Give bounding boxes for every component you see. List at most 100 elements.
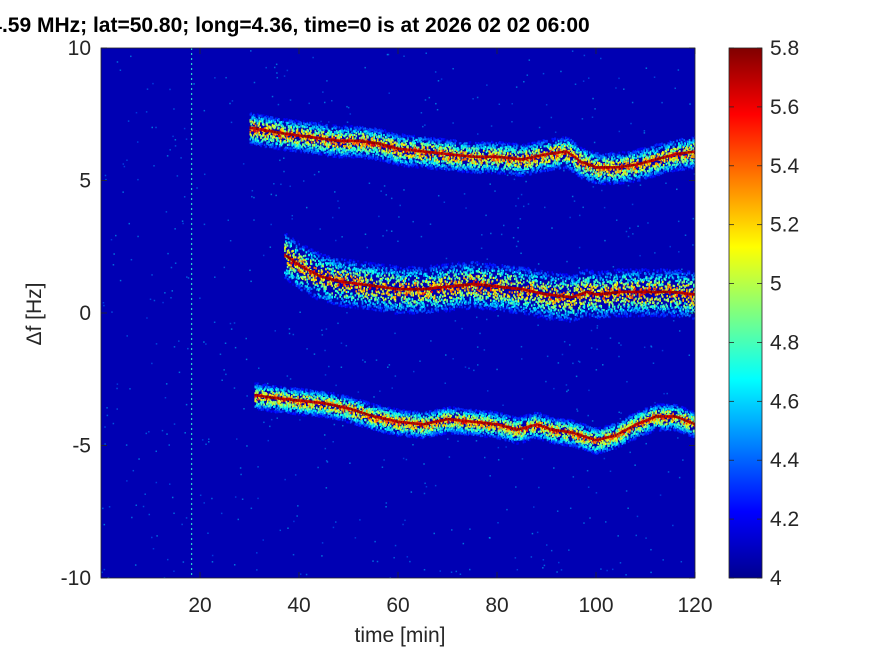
trace-pixel bbox=[508, 159, 511, 162]
trace-pixel bbox=[367, 156, 369, 159]
trace-pixel bbox=[260, 136, 262, 140]
noise-pixel bbox=[135, 504, 138, 507]
trace-pixel bbox=[553, 147, 555, 150]
noise-pixel bbox=[333, 423, 336, 426]
trace-pixel bbox=[497, 172, 499, 175]
trace-pixel bbox=[474, 163, 476, 167]
noise-pixel bbox=[199, 297, 201, 299]
trace-pixel bbox=[629, 180, 632, 183]
trace-pixel bbox=[292, 137, 294, 140]
trace-pixel bbox=[561, 148, 563, 151]
trace-pixel bbox=[613, 168, 615, 171]
noise-pixel bbox=[104, 443, 106, 445]
trace-pixel bbox=[295, 130, 298, 134]
noise-pixel bbox=[342, 424, 344, 427]
trace-pixel bbox=[448, 145, 450, 149]
trace-pixel bbox=[508, 164, 511, 167]
trace-pixel bbox=[477, 142, 480, 145]
trace-pixel bbox=[257, 142, 260, 145]
trace-pixel bbox=[415, 156, 417, 160]
trace-pixel bbox=[618, 156, 620, 159]
trace-pixel bbox=[376, 129, 379, 132]
trace-pixel bbox=[485, 161, 488, 164]
trace-pixel bbox=[545, 159, 547, 162]
trace-pixel bbox=[619, 182, 621, 185]
trace-pixel bbox=[517, 159, 520, 162]
trace-pixel bbox=[271, 118, 274, 121]
noise-pixel bbox=[678, 330, 681, 332]
trace-pixel bbox=[532, 147, 535, 150]
trace-pixel bbox=[261, 140, 263, 143]
trace-pixel bbox=[294, 142, 297, 145]
trace-pixel bbox=[621, 169, 624, 173]
trace-pixel bbox=[334, 131, 336, 135]
trace-pixel bbox=[290, 124, 293, 127]
trace-pixel bbox=[280, 121, 283, 124]
trace-pixel bbox=[372, 156, 375, 159]
trace-pixel bbox=[537, 152, 539, 155]
noise-pixel bbox=[613, 274, 615, 277]
trace-pixel bbox=[335, 152, 338, 155]
trace-pixel bbox=[406, 161, 408, 164]
noise-pixel bbox=[627, 507, 629, 510]
noise-pixel bbox=[283, 157, 285, 159]
trace-pixel bbox=[492, 159, 495, 162]
trace-pixel bbox=[253, 142, 256, 145]
trace-pixel bbox=[553, 165, 555, 168]
trace-pixel bbox=[531, 167, 534, 170]
trace-pixel bbox=[292, 128, 294, 131]
trace-pixel bbox=[364, 141, 367, 145]
trace-pixel bbox=[473, 144, 475, 148]
trace-pixel bbox=[344, 145, 347, 148]
trace-pixel bbox=[400, 152, 403, 155]
trace-pixel bbox=[314, 134, 317, 138]
trace-pixel bbox=[347, 128, 350, 131]
trace-pixel bbox=[431, 145, 433, 148]
trace-pixel bbox=[437, 160, 440, 164]
trace-pixel bbox=[374, 148, 376, 151]
trace-pixel bbox=[537, 140, 539, 143]
trace-pixel bbox=[547, 146, 550, 150]
trace-pixel bbox=[571, 166, 573, 170]
trace-pixel bbox=[528, 164, 530, 167]
trace-pixel bbox=[579, 166, 581, 169]
trace-pixel bbox=[486, 160, 489, 164]
noise-pixel bbox=[560, 569, 563, 571]
trace-pixel bbox=[304, 149, 307, 153]
trace-pixel bbox=[373, 150, 375, 153]
noise-pixel bbox=[305, 573, 308, 576]
trace-pixel bbox=[267, 142, 269, 145]
trace-pixel bbox=[364, 127, 367, 130]
trace-pixel bbox=[518, 150, 521, 153]
trace-pixel bbox=[469, 162, 472, 165]
trace-pixel bbox=[330, 142, 333, 145]
trace-pixel bbox=[578, 149, 580, 153]
trace-pixel bbox=[568, 137, 571, 140]
trace-pixel bbox=[250, 118, 252, 121]
trace-pixel bbox=[456, 162, 458, 165]
trace-pixel bbox=[406, 145, 408, 148]
noise-pixel bbox=[560, 70, 562, 73]
trace-pixel bbox=[479, 171, 481, 174]
trace-pixel bbox=[488, 170, 490, 173]
trace-pixel bbox=[531, 142, 533, 145]
noise-pixel bbox=[324, 349, 326, 352]
trace-pixel bbox=[378, 149, 381, 152]
trace-pixel bbox=[619, 161, 621, 164]
trace-pixel bbox=[446, 139, 449, 142]
noise-pixel bbox=[105, 178, 107, 181]
trace-pixel bbox=[442, 157, 445, 160]
noise-pixel bbox=[230, 328, 233, 330]
trace-pixel bbox=[550, 165, 553, 168]
trace-pixel bbox=[367, 143, 369, 147]
trace-pixel bbox=[516, 165, 519, 169]
trace-pixel bbox=[322, 130, 325, 134]
trace-pixel bbox=[273, 147, 276, 150]
trace-pixel bbox=[291, 149, 293, 153]
trace-pixel bbox=[272, 119, 275, 122]
trace-pixel bbox=[447, 156, 449, 159]
trace-pixel bbox=[540, 166, 543, 169]
trace-pixel bbox=[452, 158, 455, 161]
trace-pixel bbox=[426, 148, 429, 151]
trace-pixel bbox=[536, 167, 539, 170]
